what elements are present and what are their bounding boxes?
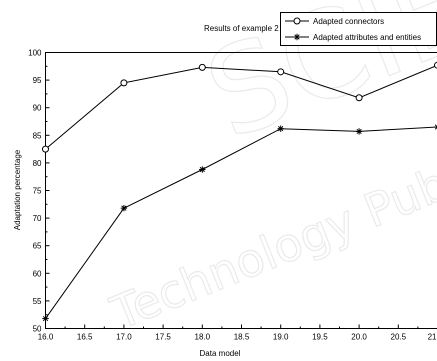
x-axis-title: Data model [200, 349, 241, 358]
data-point-circle [277, 68, 285, 76]
data-point-circle [120, 79, 128, 87]
data-point-circle [198, 63, 206, 71]
x-axis: 16.0 16.5 17.0 17.5 18.0 18.5 19.0 19.5 20.0 20.5… [38, 324, 437, 342]
star-stroke [121, 205, 127, 211]
y-tick-label: 85 [33, 131, 42, 140]
star-stroke [199, 166, 205, 173]
legend-star-shape [293, 33, 301, 41]
y-axis-title: Adaptation percentage [13, 149, 22, 230]
series-adapted-connectors [42, 61, 437, 153]
data-point-star [277, 125, 284, 132]
legend-marker-circle [293, 17, 301, 25]
star-stroke [356, 128, 362, 135]
y-tick-label: 75 [33, 187, 42, 196]
y-tick-label: 70 [33, 214, 42, 223]
y-axis: 50 55 60 65 70 75 80 85 90 95 100 [28, 49, 50, 334]
star-stroke [42, 315, 49, 322]
legend: Adapted connectors Adapted attributes an… [280, 12, 437, 46]
chart-title: Results of example 2 [204, 24, 279, 33]
y-tick-label: 55 [33, 297, 42, 306]
series-adapted-attributes [42, 124, 437, 322]
y-tick-label: 90 [33, 104, 42, 113]
y-tick-label: 65 [33, 242, 42, 251]
y-tick-label: 80 [33, 159, 42, 168]
data-point-star [42, 315, 49, 322]
x-tick-label: 19.5 [312, 333, 328, 342]
star-stroke [294, 34, 300, 40]
x-tick-label: 17.5 [155, 333, 171, 342]
star-stroke [434, 126, 437, 130]
data-point-star [199, 166, 206, 173]
data-point-star [434, 124, 437, 130]
x-tick-label: 18.0 [195, 333, 211, 342]
data-point-circle [42, 145, 49, 153]
y-tick-label: 60 [33, 269, 42, 278]
legend-marker-star [293, 33, 301, 41]
data-point-star [355, 128, 363, 135]
series-line [45, 126, 437, 319]
y-tick-label: 95 [33, 76, 42, 85]
data-point-circle [434, 61, 437, 69]
star-stroke [434, 124, 437, 128]
x-tick-label: 18.5 [234, 333, 250, 342]
y-tick-label: 50 [33, 325, 42, 334]
x-tick-label: 17.0 [116, 333, 132, 342]
data-point-star [120, 204, 128, 212]
x-tick-label: 16.5 [77, 333, 93, 342]
y-tick-label: 100 [28, 49, 42, 58]
series-layer [42, 61, 437, 322]
legend-label-attributes: Adapted attributes and entities [313, 33, 421, 42]
watermark: SCIE Technology Publications [102, 0, 437, 341]
x-tick-label: 16.0 [38, 333, 54, 342]
x-tick-label: 20.0 [351, 333, 367, 342]
x-tick-label: 20.5 [391, 333, 407, 342]
legend-label-connectors: Adapted connectors [313, 17, 384, 26]
x-tick-label: 21 [428, 333, 437, 342]
star-stroke [278, 126, 284, 132]
series-line [45, 64, 437, 150]
x-tick-label: 19.0 [273, 333, 289, 342]
data-point-circle [355, 94, 363, 102]
